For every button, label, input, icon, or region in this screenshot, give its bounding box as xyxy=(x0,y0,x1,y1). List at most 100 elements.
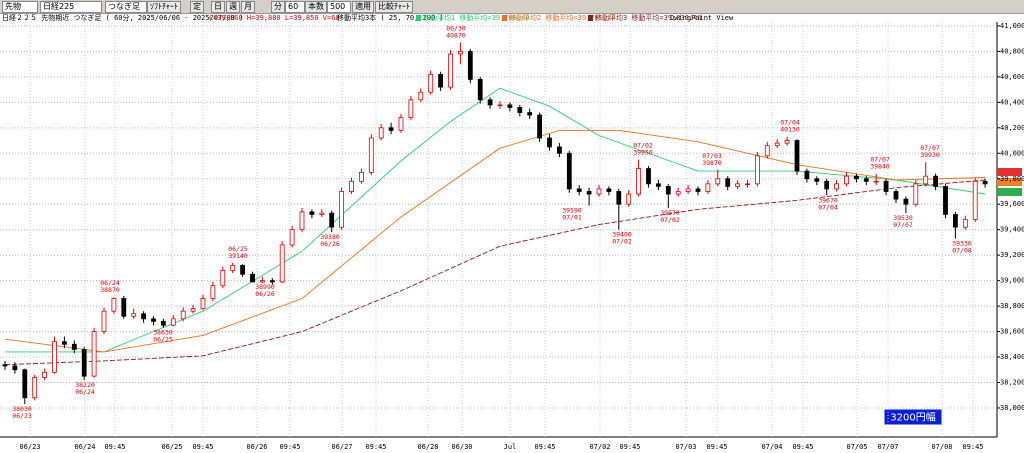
annotation-line: 07/08 xyxy=(952,247,972,255)
candle-body xyxy=(913,183,919,205)
annotation-line: 07/03 xyxy=(702,152,722,160)
annotation-line: 07/02 xyxy=(660,216,680,224)
annotation-line: 06/23 xyxy=(12,412,32,420)
candle-body xyxy=(844,175,849,185)
ma-line xyxy=(4,179,986,366)
annotation-line: 39590 xyxy=(562,206,582,214)
week-button[interactable]: 週 xyxy=(226,1,240,13)
candle-body xyxy=(388,127,394,131)
x-tick-label: Jul xyxy=(504,443,517,451)
y-tick-label: 40,400 xyxy=(1000,98,1024,106)
candle-body xyxy=(329,212,335,228)
annotation-line: 39930 xyxy=(920,151,940,159)
info-line: 日経２２５ 先物期近 つなぎ足 ( 60分, 2025/06/06 - 2025… xyxy=(2,13,734,22)
x-tick-label: 06/24 xyxy=(74,443,95,451)
candle-body xyxy=(566,152,572,190)
candle-body xyxy=(923,175,929,185)
info-ma: 移動平均3本 ( 25, 70, 200 ) xyxy=(337,13,444,22)
legend-entry: 移動平均1 移動平均=39,706.40 xyxy=(423,13,530,22)
annotation-line: 06/25 xyxy=(153,336,173,344)
candle-body xyxy=(824,180,830,190)
annotation-line: 39950 xyxy=(633,149,653,157)
symbol-select[interactable]: 日経225 xyxy=(40,1,102,13)
minute-button[interactable]: 分 xyxy=(271,1,285,13)
x-tick-label: 06/27 xyxy=(331,443,352,451)
candle-body xyxy=(190,308,196,312)
candle-body xyxy=(289,229,295,246)
candle-body xyxy=(101,310,107,332)
candle-body xyxy=(467,51,473,80)
y-tick-label: 39,400 xyxy=(1000,226,1024,234)
candle-body xyxy=(180,310,186,320)
candle-body xyxy=(755,155,760,185)
apply-button[interactable]: 適用 xyxy=(352,1,374,13)
x-tick-label: 06/26 xyxy=(246,443,267,451)
count-input[interactable]: 500 xyxy=(327,1,351,13)
x-tick-label: 09:45 xyxy=(962,443,983,451)
candle-body xyxy=(418,91,424,101)
x-tick-label: 09:45 xyxy=(792,443,813,451)
interval-input[interactable]: 60 xyxy=(285,1,305,13)
candle-body xyxy=(547,137,552,148)
candle-body xyxy=(646,168,651,185)
y-tick-label: 40,200 xyxy=(1000,124,1024,132)
candle-body xyxy=(596,188,602,195)
y-tick-label: 38,200 xyxy=(1000,378,1024,386)
candle-body xyxy=(131,313,137,317)
candle-body xyxy=(695,188,701,192)
candle-body xyxy=(477,79,483,101)
compare-button[interactable]: 比較ﾁｬｰﾄ xyxy=(375,1,413,13)
legend-entry: 移動平均3 移動平均=39,836.40 xyxy=(595,13,702,22)
mode-select[interactable]: つなぎ足 xyxy=(105,1,147,13)
market-select[interactable]: 先物 xyxy=(2,1,38,13)
fix-button[interactable]: 定 xyxy=(190,1,204,13)
chart-button[interactable]: ｿﾌﾄﾁｬｰﾄ xyxy=(147,1,181,13)
candle-body xyxy=(220,270,226,287)
candle-body xyxy=(665,185,671,195)
candle-body xyxy=(764,145,770,157)
annotation-line: 39330 xyxy=(952,240,972,248)
x-tick-label: 07/03 xyxy=(675,443,696,451)
annotation-line: 39140 xyxy=(228,252,248,260)
x-tick-label: 09:45 xyxy=(534,443,555,451)
candle-body xyxy=(309,211,315,215)
y-tick-label: 38,600 xyxy=(1000,328,1024,336)
month-button[interactable]: 月 xyxy=(241,1,255,13)
candle-body xyxy=(398,117,404,131)
candle-body xyxy=(814,178,820,182)
candle-body xyxy=(735,183,740,187)
badge-box xyxy=(883,408,943,426)
annotation-line: 38030 xyxy=(12,405,32,413)
info-view: DwingPoint View xyxy=(670,14,734,22)
toolbar: 先物 日経225 つなぎ足 ｿﾌﾄﾁｬｰﾄ 定 日 週 月 分 60 本数 50… xyxy=(0,0,1024,14)
candle-body xyxy=(893,191,899,200)
candle-body xyxy=(299,211,305,231)
candle-body xyxy=(636,168,641,195)
annotation-line: 06/26 xyxy=(320,240,340,248)
candle-body xyxy=(448,53,453,88)
y-tick-label: 39,000 xyxy=(1000,277,1024,285)
day-button[interactable]: 日 xyxy=(211,1,225,13)
candle-body xyxy=(517,107,523,113)
badge: 3200円幅 xyxy=(890,411,935,424)
candle-body xyxy=(160,320,166,326)
x-tick-label: 06/23 xyxy=(19,443,40,451)
candle-body xyxy=(52,341,57,373)
x-tick-label: 07/07 xyxy=(877,443,898,451)
candle-body xyxy=(12,365,18,371)
annotation-line: 06/24 xyxy=(100,279,120,287)
candle-body xyxy=(725,178,731,187)
annotation-line: 07/04 xyxy=(818,203,838,211)
candle-body xyxy=(903,198,909,205)
candle-body xyxy=(854,175,859,180)
x-tick-label: 09:45 xyxy=(706,443,727,451)
ma-line xyxy=(4,129,986,353)
candle-body xyxy=(656,183,661,187)
